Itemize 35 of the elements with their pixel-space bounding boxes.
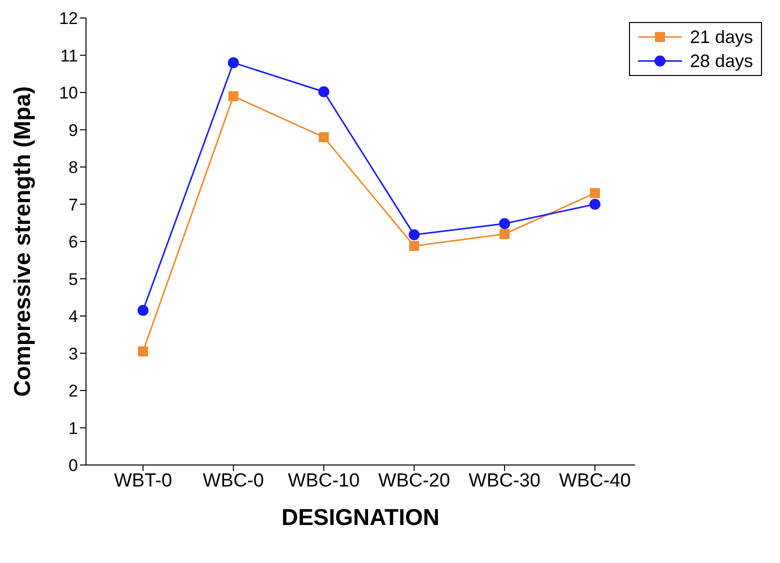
y-tick-label: 6 (68, 232, 78, 252)
legend-label: 21 days (690, 26, 753, 49)
x-tick-label: WBC-20 (378, 470, 450, 492)
y-tick-label: 12 (59, 9, 78, 28)
point (138, 304, 148, 316)
x-axis-title: DESIGNATION (281, 504, 440, 530)
point (318, 132, 329, 142)
point (318, 86, 330, 98)
x-tick-label: WBC-40 (559, 470, 631, 492)
y-tick-label: 4 (68, 307, 78, 326)
y-tick-label: 10 (59, 84, 78, 103)
point (499, 218, 510, 230)
y-tick-label: 8 (68, 158, 78, 178)
x-tick-label: WBC-0 (202, 470, 264, 492)
y-tick-label: 1 (68, 418, 78, 438)
point (228, 91, 238, 102)
point (589, 198, 600, 210)
y-tick-label: 7 (68, 195, 78, 214)
y-tick-label: 9 (68, 120, 78, 140)
y-tick-label: 5 (68, 270, 78, 289)
point (590, 188, 600, 198)
x-tick-label: WBC-30 (468, 470, 540, 492)
y-tick-label: 2 (68, 382, 78, 401)
y-tick-label: 0 (68, 456, 78, 476)
point (408, 229, 420, 240)
y-tick-label: 3 (68, 344, 78, 364)
point (228, 57, 239, 68)
x-tick-label: WBT-0 (114, 470, 172, 492)
point (500, 229, 510, 240)
point (409, 240, 420, 251)
y-tick-label: 11 (60, 46, 78, 66)
x-tick-label: WBC-10 (288, 470, 360, 492)
y-axis-title: Compressive strength (Mpa) (9, 86, 36, 397)
point (138, 346, 148, 356)
legend-label: 28 days (690, 50, 753, 73)
